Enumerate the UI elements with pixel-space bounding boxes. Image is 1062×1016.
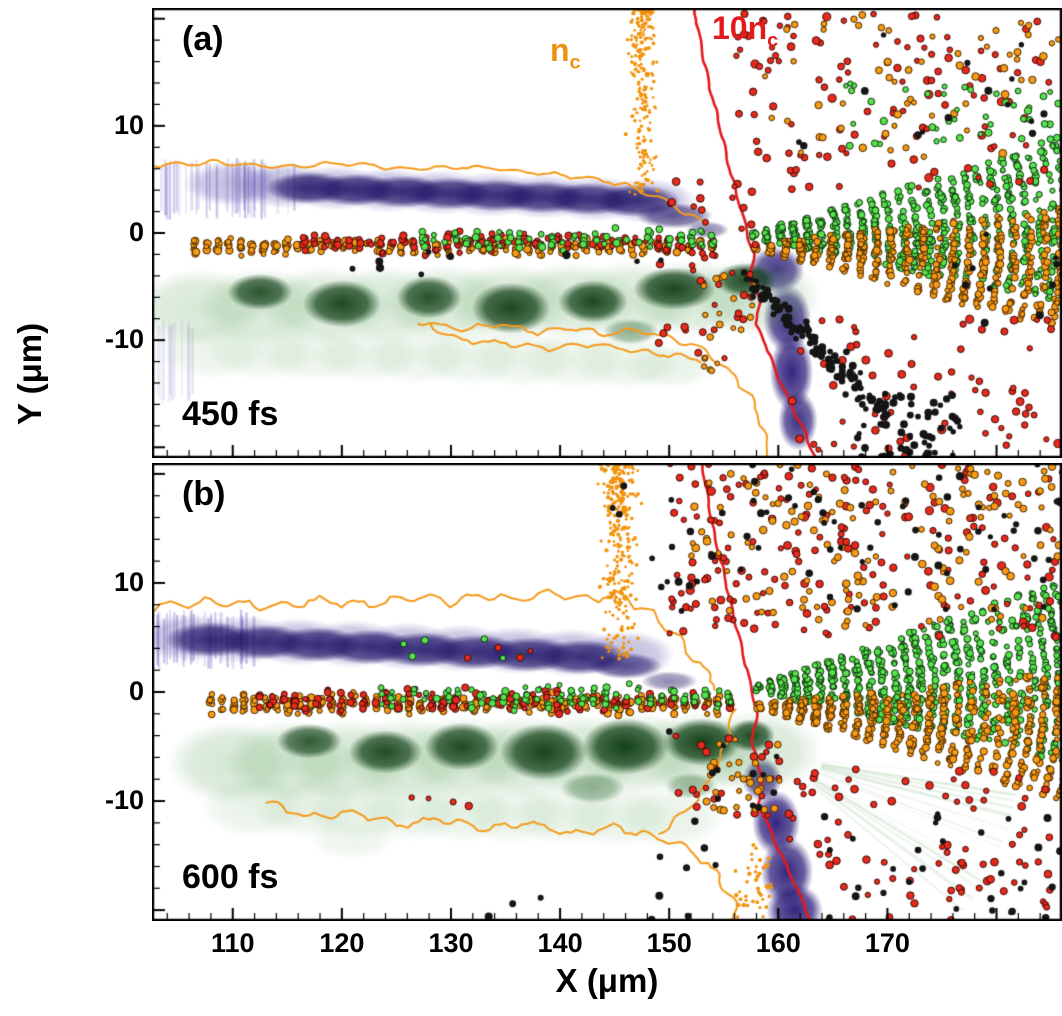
y-tick-label: -10 (104, 785, 144, 816)
panel-b: (b) 600 fs (152, 463, 1062, 921)
nc-contour-label: nc (550, 32, 581, 74)
panel-a-time-label: 450 fs (182, 395, 279, 433)
panel-a-tag: (a) (182, 20, 224, 58)
x-tick-label: 170 (864, 928, 910, 958)
y-tick-label: -10 (104, 324, 144, 355)
y-tick-label: 10 (113, 566, 144, 597)
panel-a: (a) 450 fs nc 10nc (152, 8, 1062, 458)
x-tick-label: 130 (428, 928, 474, 958)
x-axis-label-text: X (μm) (555, 962, 659, 999)
y-tick-label: 10 (113, 109, 144, 140)
y-tick-label: 0 (128, 676, 144, 706)
panel-b-time-label: 600 fs (182, 858, 279, 896)
x-tick-label: 110 (210, 928, 255, 958)
panel-a-plot-canvas (152, 8, 1062, 458)
x-tick-label: 120 (319, 928, 365, 958)
y-tick-label: 0 (128, 217, 144, 247)
x-tick-label: 160 (755, 928, 801, 958)
ten-nc-contour-label: 10nc (712, 10, 779, 52)
x-tick-label: 150 (646, 928, 692, 958)
x-axis-label: X (μm) (152, 962, 1062, 1000)
panel-b-plot-canvas (152, 463, 1062, 921)
panel-b-tag: (b) (182, 475, 226, 513)
x-tick-label: 140 (537, 928, 583, 958)
